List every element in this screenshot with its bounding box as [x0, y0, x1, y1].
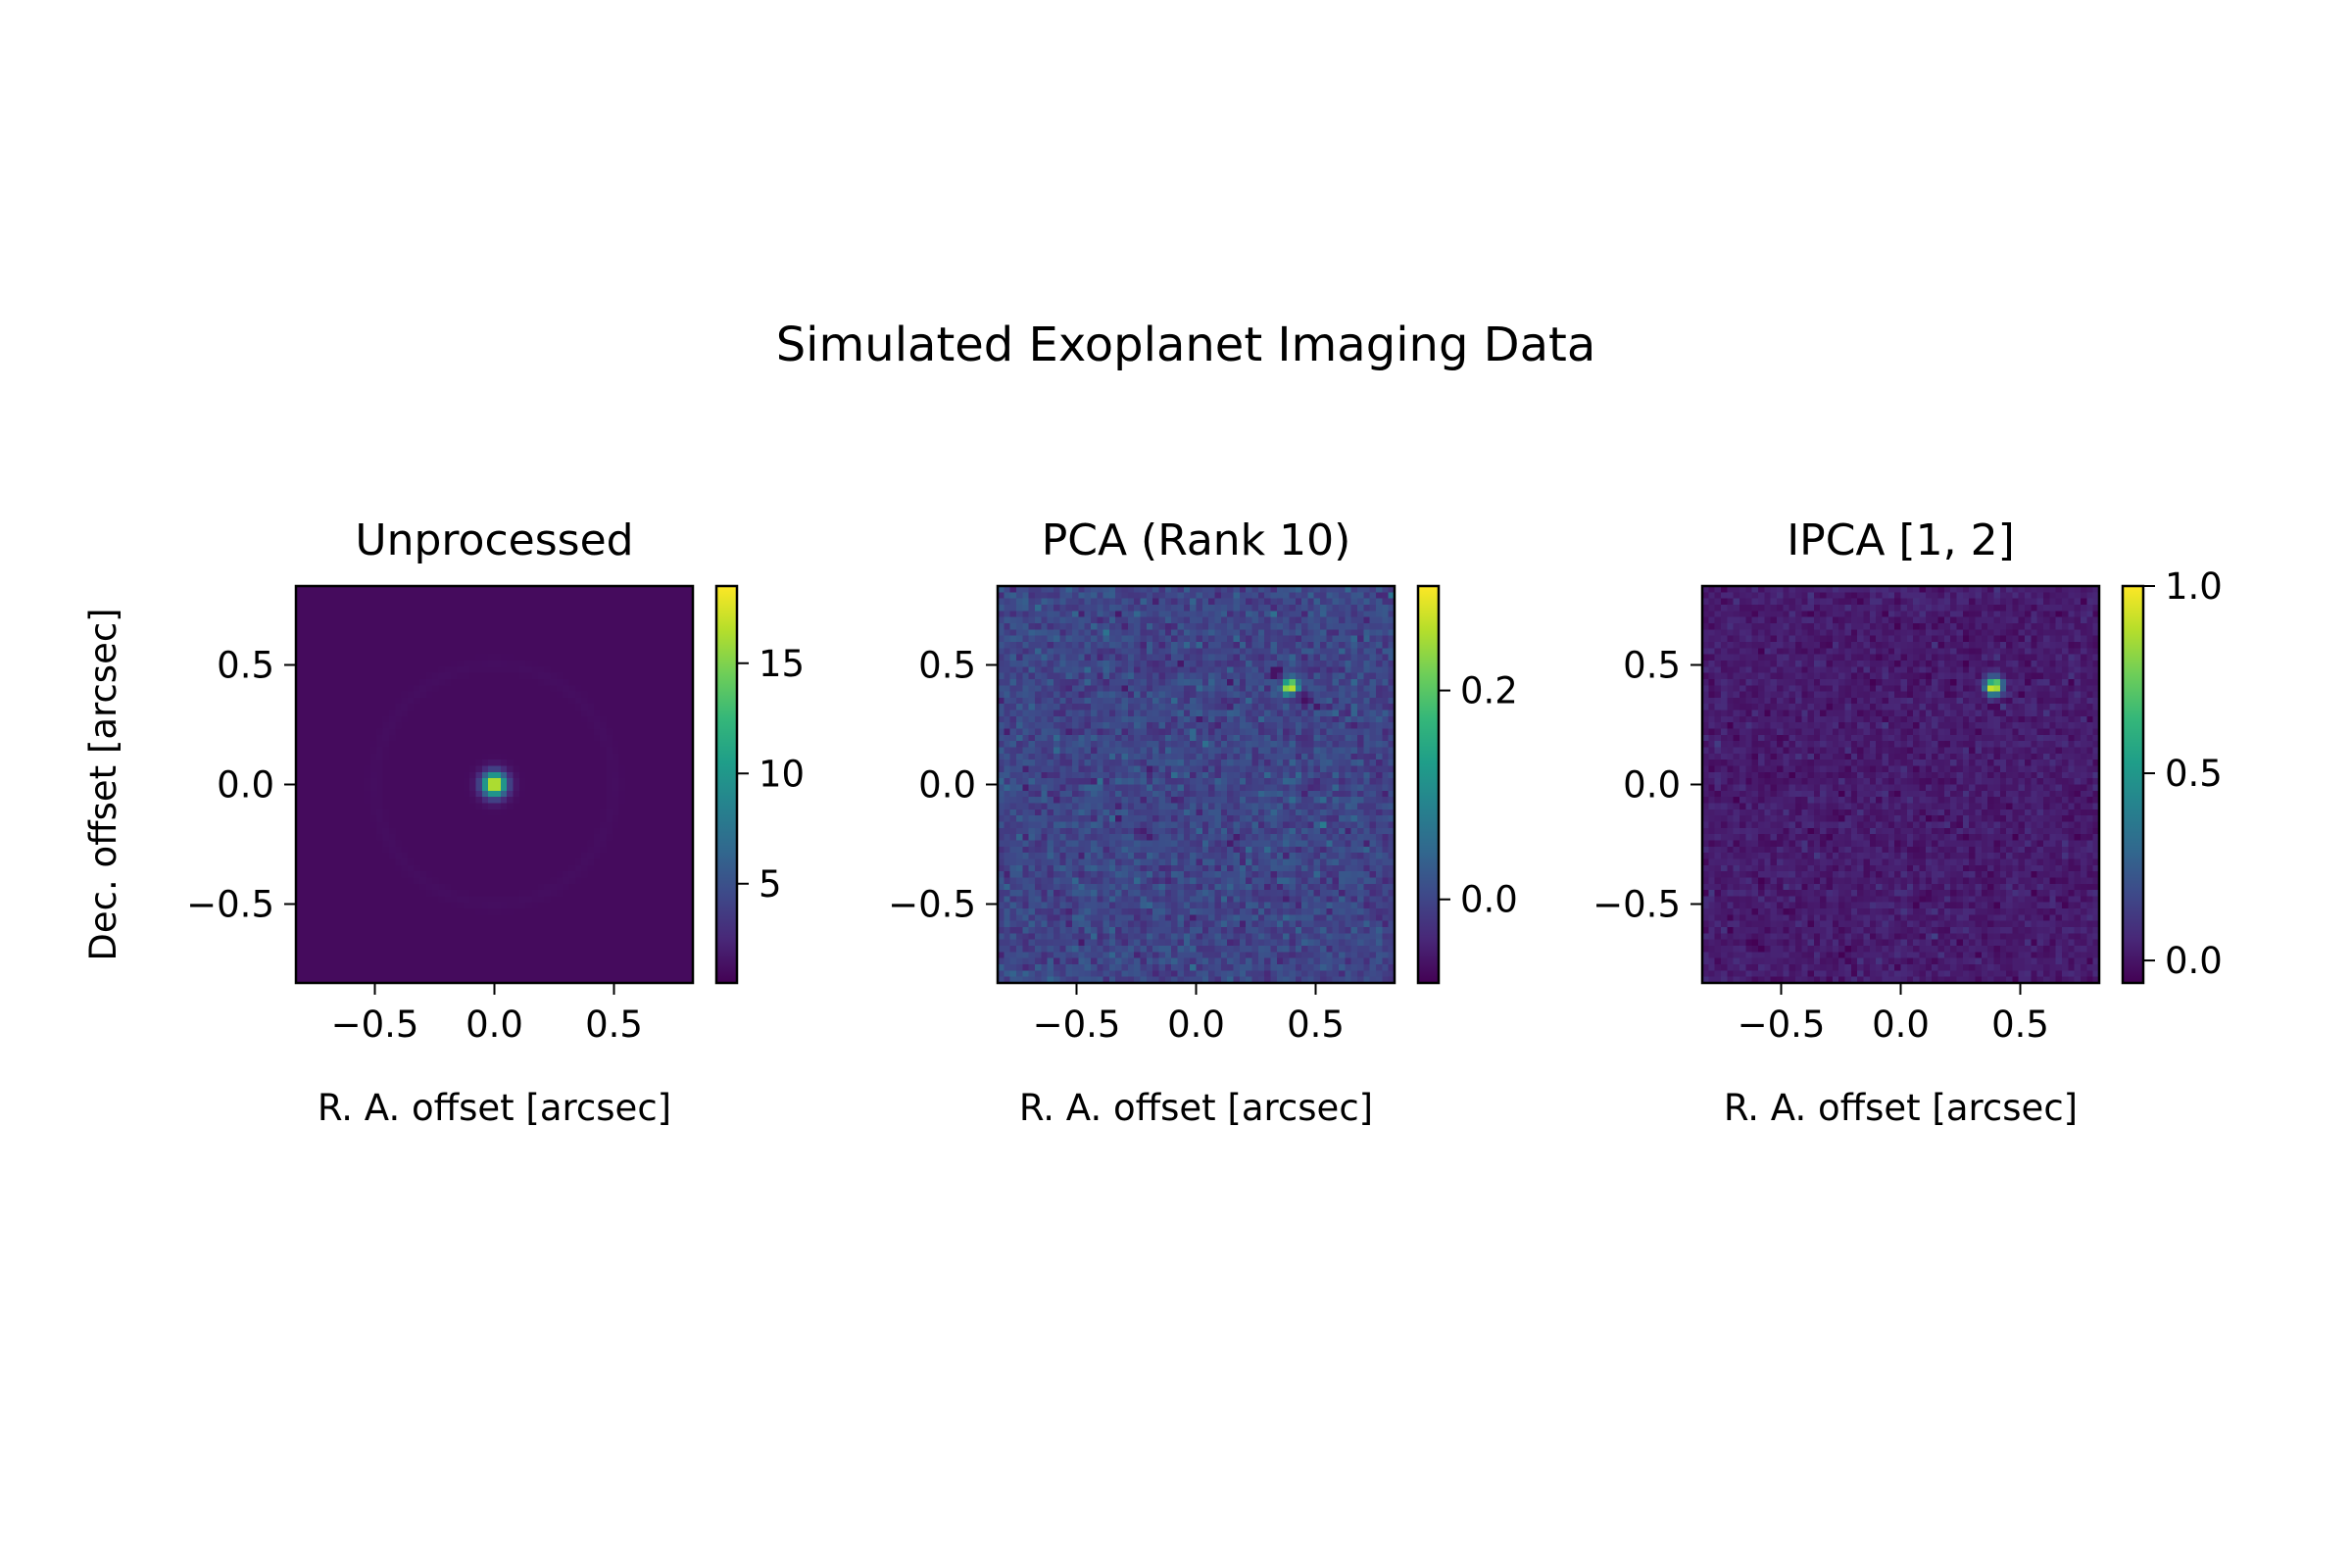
panel-ipca: IPCA [1, 2] −0.5 0.0 0.5 −0.5 0.0 0.5 R. A. …	[1592, 515, 2223, 1129]
y-ticks: −0.5 0.0 0.5	[1592, 645, 1702, 925]
colorbar-frame	[2121, 584, 2145, 985]
colorbar-gradient	[2123, 586, 2143, 983]
heatmap-image	[1702, 586, 2099, 983]
x-tick-label: 0.0	[466, 1004, 523, 1046]
colorbar: 0.0 0.2	[1416, 584, 1518, 985]
heatmap-image	[998, 586, 1395, 983]
x-ticks: −0.5 0.0 0.5	[1033, 983, 1345, 1046]
y-ticks: −0.5 0.0 0.5	[186, 645, 296, 925]
x-ticks: −0.5 0.0 0.5	[331, 983, 643, 1046]
colorbar-tick-label: 0.2	[1460, 670, 1518, 712]
colorbar-frame	[714, 584, 739, 985]
y-tick-label: 0.5	[1623, 645, 1681, 687]
panel-title: PCA (Rank 10)	[1042, 515, 1351, 565]
x-axis-label: R. A. offset [arcsec]	[1019, 1087, 1373, 1129]
x-tick-label: 0.5	[1991, 1004, 2049, 1046]
y-tick-label: −0.5	[888, 883, 976, 925]
y-tick-label: 0.0	[918, 764, 976, 807]
colorbar-tick-label: 0.5	[2165, 753, 2223, 795]
x-tick-label: 0.5	[585, 1004, 643, 1046]
colorbar-gradient	[1418, 586, 1439, 983]
x-tick-label: 0.0	[1872, 1004, 1930, 1046]
colorbar: 5 10 15	[714, 584, 805, 985]
x-tick-label: 0.5	[1287, 1004, 1345, 1046]
x-axis-label: R. A. offset [arcsec]	[318, 1087, 671, 1129]
colorbar: 0.0 0.5 1.0	[2121, 565, 2223, 985]
panel-pca: PCA (Rank 10) −0.5 0.0 0.5 −0.5 0.0 0.5 R. A…	[888, 515, 1518, 1129]
y-tick-label: 0.5	[918, 645, 976, 687]
colorbar-tick-label: 0.0	[1460, 879, 1518, 921]
colorbar-tick-label: 1.0	[2165, 565, 2223, 608]
y-tick-label: 0.0	[217, 764, 274, 807]
colorbar-frame	[1416, 584, 1441, 985]
y-axis-label: Dec. offset [arcsec]	[82, 608, 124, 960]
y-ticks: −0.5 0.0 0.5	[888, 645, 998, 925]
panel-title: IPCA [1, 2]	[1787, 515, 2015, 565]
colorbar-ticks: 0.0 0.2	[1439, 670, 1518, 921]
y-tick-label: −0.5	[1592, 883, 1681, 925]
colorbar-tick-label: 15	[759, 643, 805, 685]
x-tick-label: −0.5	[1033, 1004, 1121, 1046]
panel-unprocessed: Unprocessed −0.5 0.0 0.5 −0.5 0.0 0.5 R. A. …	[82, 515, 805, 1129]
colorbar-tick-label: 0.0	[2165, 940, 2223, 982]
y-tick-label: −0.5	[186, 883, 274, 925]
x-tick-label: −0.5	[1738, 1004, 1826, 1046]
colorbar-tick-label: 10	[759, 753, 805, 795]
x-axis-label: R. A. offset [arcsec]	[1724, 1087, 2078, 1129]
x-ticks: −0.5 0.0 0.5	[1738, 983, 2049, 1046]
panel-title: Unprocessed	[355, 515, 633, 565]
heatmap-image	[296, 586, 693, 983]
colorbar-ticks: 0.0 0.5 1.0	[2143, 565, 2223, 982]
colorbar-ticks: 5 10 15	[737, 643, 805, 906]
colorbar-tick-label: 5	[759, 863, 782, 906]
colorbar-gradient	[716, 586, 737, 983]
y-tick-label: 0.0	[1623, 764, 1681, 807]
x-tick-label: −0.5	[331, 1004, 419, 1046]
x-tick-label: 0.0	[1167, 1004, 1225, 1046]
y-tick-label: 0.5	[217, 645, 274, 687]
figure-title: Simulated Exoplanet Imaging Data	[776, 318, 1596, 372]
